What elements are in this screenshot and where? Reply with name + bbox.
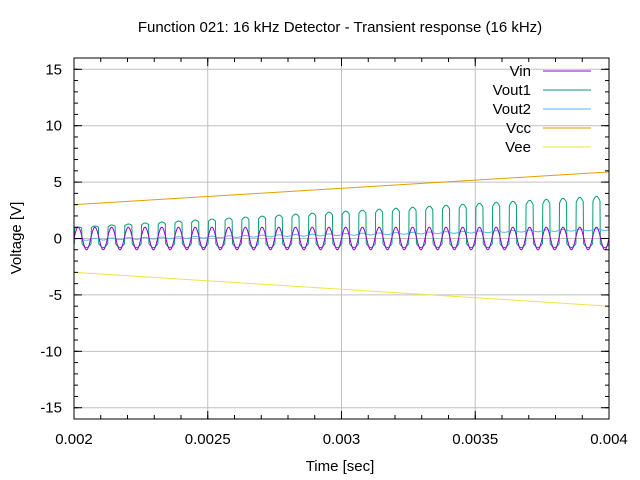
x-axis-label: Time [sec] <box>306 458 375 475</box>
legend: Vin Vout1 Vout2 Vcc Vee <box>493 63 591 156</box>
y-tick-label: -5 <box>49 287 62 304</box>
y-tick-label: 5 <box>54 174 62 191</box>
y-tick-label: 10 <box>45 118 62 135</box>
series-line-vout2 <box>73 228 610 241</box>
series-line-vin <box>73 226 610 251</box>
x-tick-label: 0.003 <box>323 431 361 448</box>
legend-label-vee: Vee <box>505 139 531 156</box>
y-tick-label: -15 <box>40 400 62 417</box>
y-axis-label: Voltage [V] <box>8 202 25 275</box>
y-tick-label: 15 <box>45 61 62 78</box>
x-tick-label: 0.004 <box>590 431 628 448</box>
series-line-vcc <box>73 171 610 206</box>
axis-ticks: 0.002 0.0025 0.003 0.0035 0.004 -15 -10 -5 0 5 10 1… <box>40 57 628 448</box>
plot-series <box>73 171 610 307</box>
legend-label-vcc: Vcc <box>506 120 532 137</box>
grid <box>74 58 609 419</box>
x-tick-label: 0.0035 <box>452 431 498 448</box>
y-tick-label: 0 <box>54 231 62 248</box>
legend-label-vout1: Vout1 <box>493 82 531 99</box>
legend-label-vout2: Vout2 <box>493 101 531 118</box>
series-line-vee <box>73 271 610 307</box>
y-tick-label: -10 <box>40 343 62 360</box>
chart-title: Function 021: 16 kHz Detector - Transien… <box>138 19 542 36</box>
legend-label-vin: Vin <box>510 63 531 80</box>
x-tick-label: 0.002 <box>55 431 93 448</box>
x-tick-label: 0.0025 <box>185 431 231 448</box>
